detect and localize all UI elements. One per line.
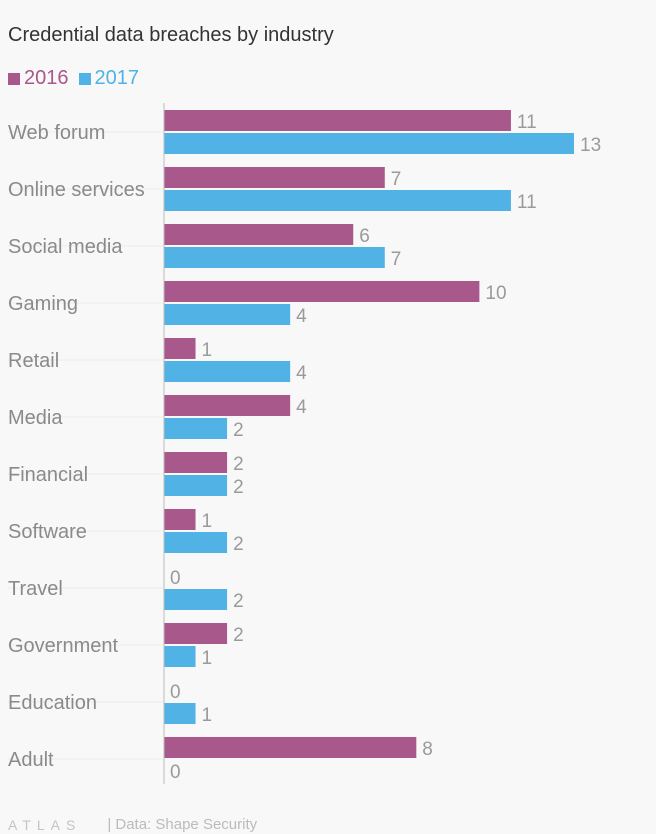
category-label-social-media: Social media	[8, 236, 123, 258]
legend-label-2017: 2017	[94, 67, 140, 89]
bar-government-2017	[164, 646, 196, 667]
bar-web-forum-2017	[164, 133, 574, 154]
bar-gaming-2017	[164, 304, 291, 325]
value-label-adult-2017: 0	[170, 762, 181, 783]
value-label-gaming-2016: 10	[485, 283, 506, 304]
value-label-adult-2016: 8	[422, 739, 433, 760]
value-label-software-2017: 2	[233, 534, 244, 555]
bar-retail-2017	[164, 361, 291, 382]
category-label-gaming: Gaming	[8, 293, 78, 315]
value-label-online-services-2017: 11	[517, 192, 537, 213]
bar-retail-2016	[164, 338, 196, 359]
bar-software-2016	[164, 509, 196, 530]
bar-financial-2017	[164, 475, 228, 496]
value-label-web-forum-2016: 11	[517, 112, 537, 133]
value-label-online-services-2016: 7	[391, 169, 402, 190]
legend: 2016 2017	[8, 67, 149, 90]
category-label-travel: Travel	[8, 578, 63, 600]
category-label-media: Media	[8, 407, 63, 429]
legend-label-2016: 2016	[24, 67, 69, 89]
source-credit: | Data: Shape Security	[107, 816, 258, 833]
bar-software-2017	[164, 532, 228, 553]
value-label-retail-2016: 1	[202, 340, 213, 361]
bar-media-2017	[164, 418, 228, 439]
value-label-web-forum-2017: 13	[580, 135, 601, 156]
bar-adult-2016	[164, 737, 417, 758]
value-label-government-2017: 1	[202, 648, 213, 669]
bar-web-forum-2016	[164, 110, 511, 131]
value-label-travel-2016: 0	[170, 568, 181, 589]
value-label-gaming-2017: 4	[296, 306, 307, 327]
legend-swatch-2017	[78, 72, 91, 85]
bar-online-services-2017	[164, 190, 511, 211]
category-label-education: Education	[8, 692, 97, 714]
category-label-adult: Adult	[8, 749, 54, 771]
bar-social-media-2017	[164, 247, 385, 268]
legend-item-2016: 2016	[8, 67, 69, 90]
category-label-web-forum: Web forum	[8, 122, 105, 144]
bar-government-2016	[164, 623, 228, 644]
value-label-media-2017: 2	[233, 420, 244, 441]
value-label-media-2016: 4	[296, 397, 307, 418]
bar-online-services-2016	[164, 167, 385, 188]
footer: ATLAS | Data: Shape Security	[8, 816, 257, 833]
value-label-education-2016: 0	[170, 682, 181, 703]
value-label-financial-2017: 2	[233, 477, 244, 498]
chart-title: Credential data breaches by industry	[8, 24, 334, 46]
bar-social-media-2016	[164, 224, 354, 245]
category-label-financial: Financial	[8, 464, 88, 486]
bar-travel-2017	[164, 589, 228, 610]
bar-education-2017	[164, 703, 196, 724]
value-label-software-2016: 1	[202, 511, 213, 532]
bar-media-2016	[164, 395, 291, 416]
legend-item-2017: 2017	[78, 67, 140, 90]
category-label-online-services: Online services	[8, 179, 145, 201]
category-label-government: Government	[8, 635, 118, 657]
value-label-government-2016: 2	[233, 625, 244, 646]
legend-swatch-2016	[8, 72, 20, 85]
atlas-logo: ATLAS	[8, 816, 82, 833]
value-label-travel-2017: 2	[233, 591, 244, 612]
value-label-retail-2017: 4	[296, 363, 307, 384]
bar-gaming-2016	[164, 281, 480, 302]
value-label-social-media-2016: 6	[359, 226, 370, 247]
category-label-retail: Retail	[8, 350, 59, 372]
value-label-education-2017: 1	[202, 705, 213, 726]
bar-financial-2016	[164, 452, 228, 473]
category-label-software: Software	[8, 521, 87, 543]
value-label-financial-2016: 2	[233, 454, 244, 475]
value-label-social-media-2017: 7	[391, 249, 402, 270]
